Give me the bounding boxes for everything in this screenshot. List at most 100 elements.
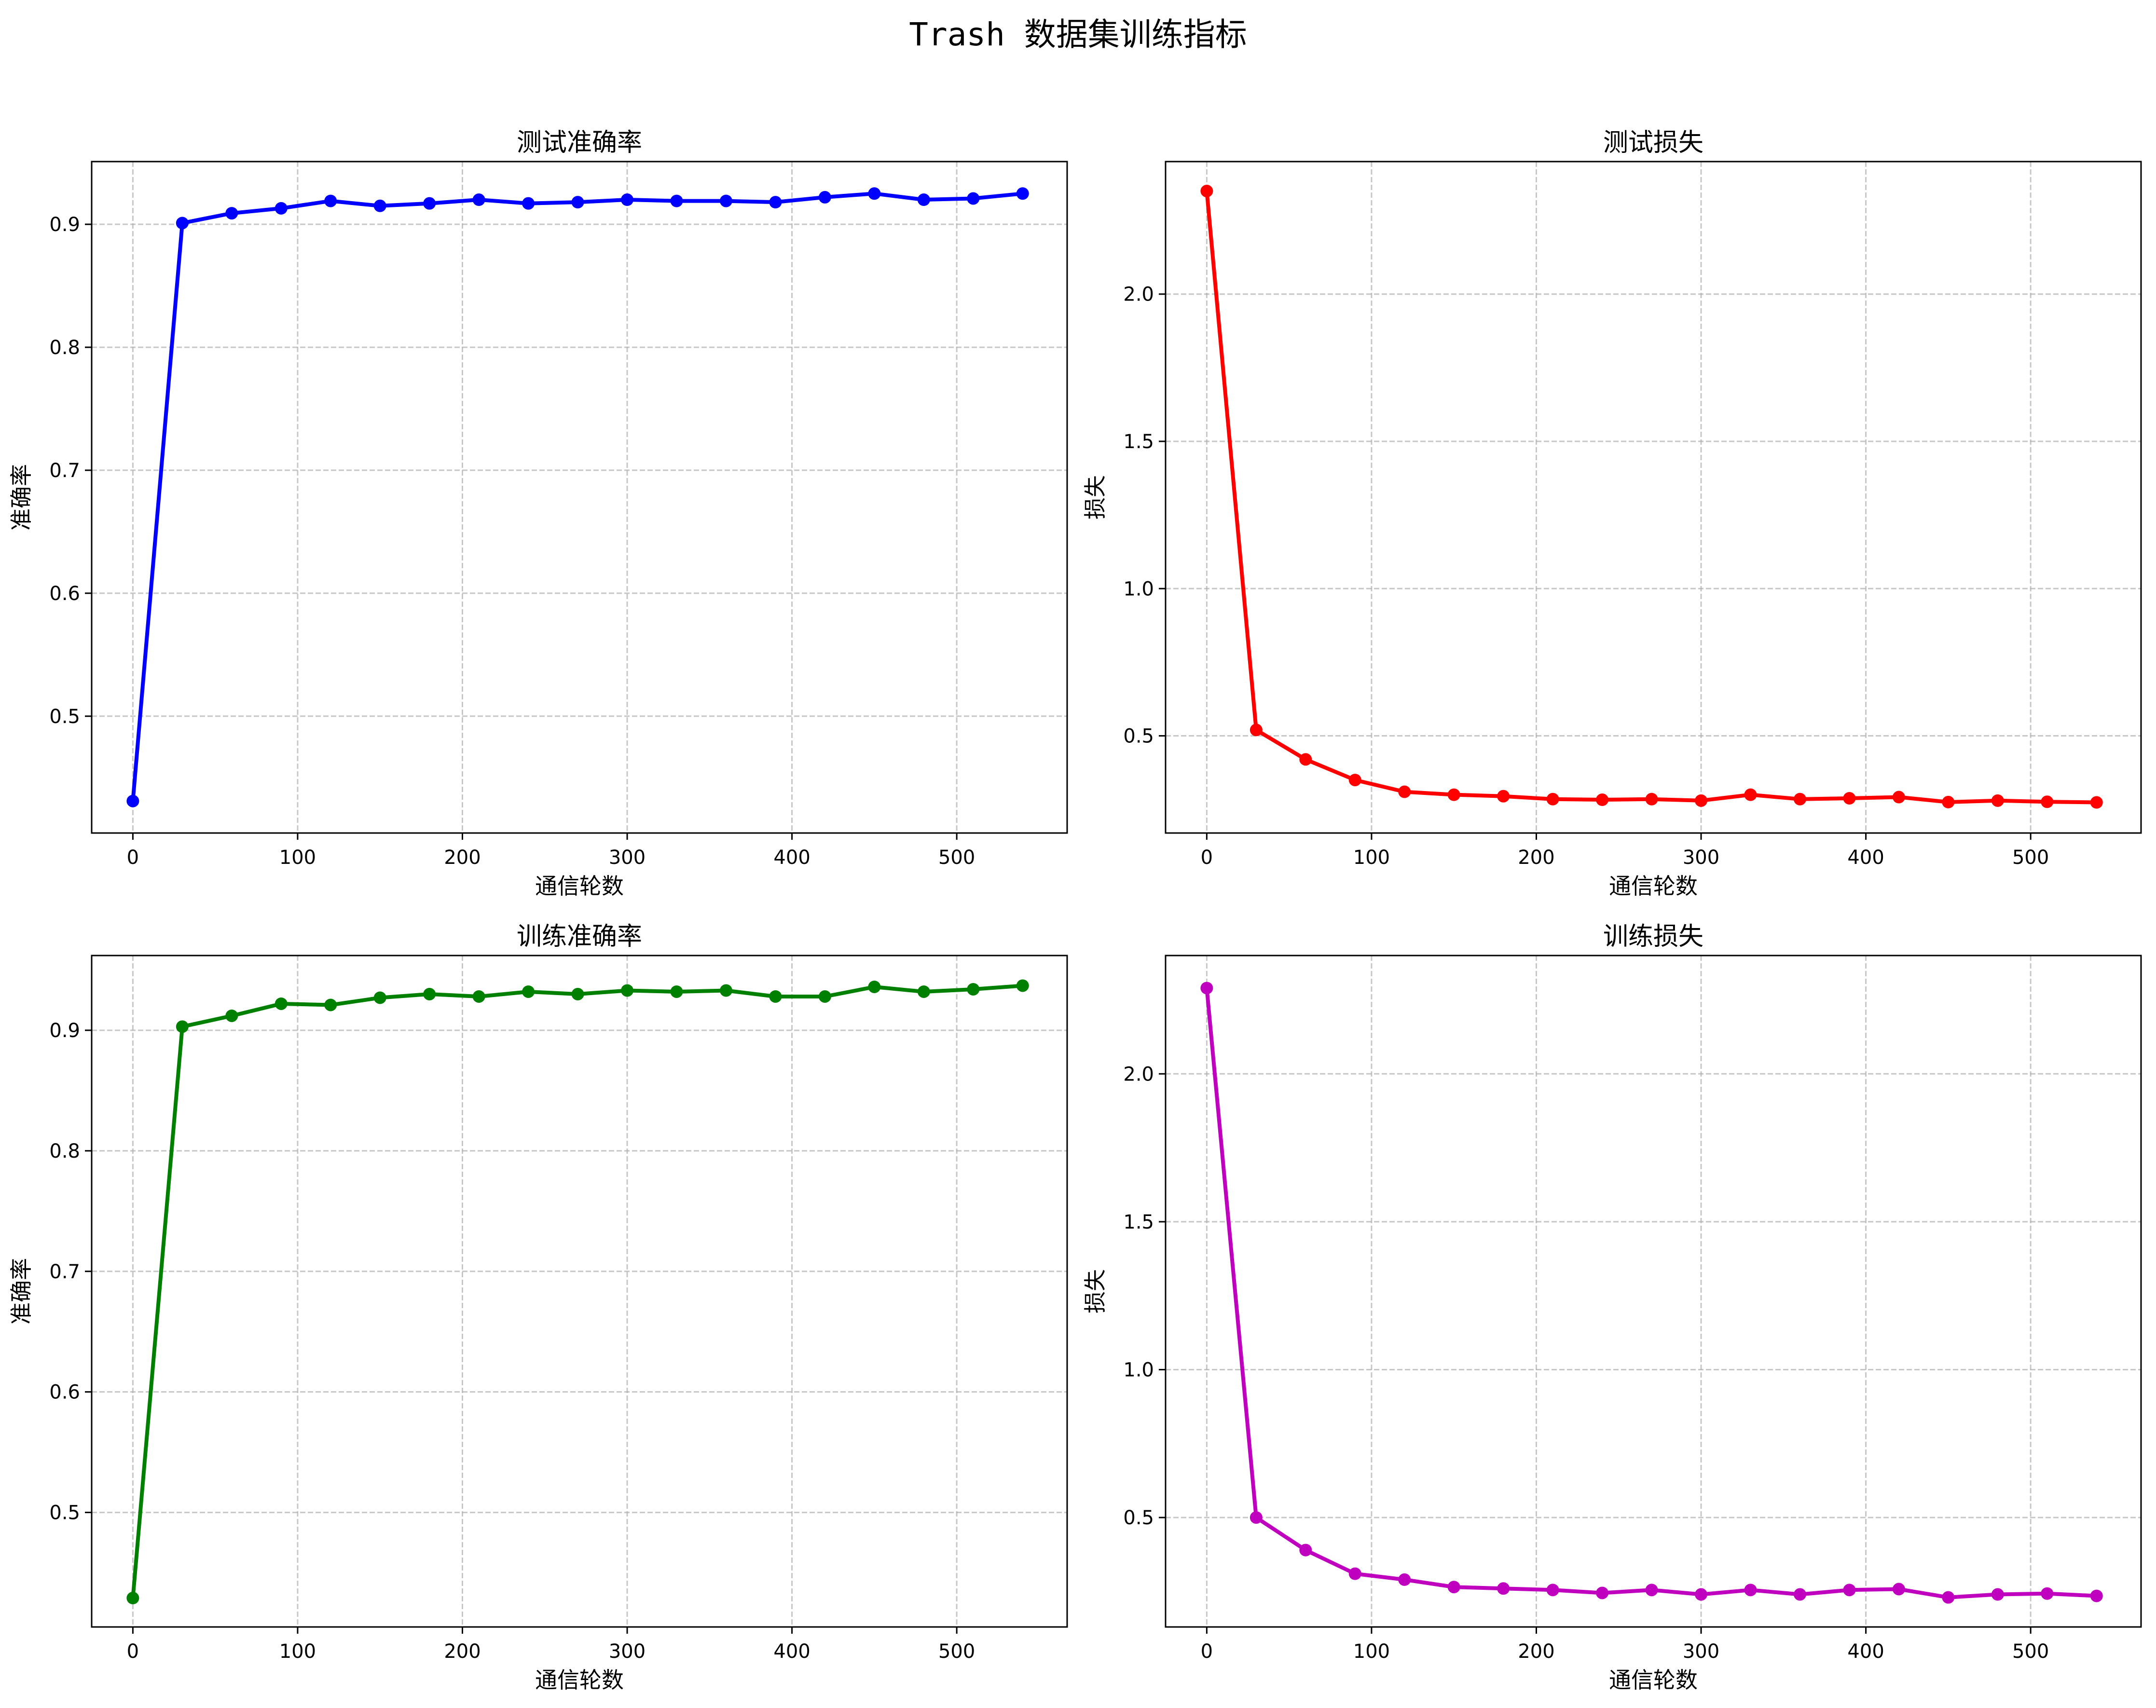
data-point (1645, 1584, 1658, 1597)
y-tick-label: 1.0 (1123, 578, 1154, 600)
y-tick-label: 0.8 (49, 337, 80, 359)
data-point (1942, 1591, 1955, 1604)
data-point (1250, 1511, 1263, 1524)
y-axis-label: 损失 (1082, 475, 1108, 519)
x-tick-label: 500 (938, 847, 975, 869)
data-point (719, 984, 732, 997)
data-point (1200, 982, 1213, 995)
data-point (1991, 1588, 2004, 1601)
data-point (126, 1592, 139, 1605)
x-axis-label: 通信轮数 (1609, 1667, 1698, 1693)
data-point (769, 196, 782, 209)
x-tick-label: 400 (773, 1640, 810, 1663)
data-point (1546, 793, 1559, 806)
subplot-title: 训练损失 (1603, 922, 1703, 951)
x-tick-label: 300 (609, 847, 645, 869)
data-point (670, 194, 683, 207)
data-point (719, 194, 732, 207)
data-point (1447, 788, 1460, 801)
data-point (571, 196, 584, 209)
y-tick-label: 0.5 (1123, 725, 1154, 748)
subplot-title: 测试准确率 (517, 128, 642, 157)
y-tick-label: 1.5 (1123, 431, 1154, 453)
y-tick-label: 0.5 (1123, 1507, 1154, 1529)
y-tick-label: 2.0 (1123, 284, 1154, 306)
x-axis-label: 通信轮数 (1609, 873, 1698, 899)
data-point (225, 207, 238, 220)
axes-frame (1165, 955, 2142, 1628)
data-point (1843, 1584, 1856, 1597)
data-point (868, 980, 881, 993)
x-tick-label: 100 (279, 1640, 316, 1663)
data-point (670, 985, 683, 998)
data-point (967, 983, 980, 996)
x-tick-label: 100 (279, 847, 316, 869)
data-point (2090, 1589, 2103, 1602)
x-tick-label: 200 (1518, 847, 1554, 869)
y-tick-label: 0.7 (49, 460, 80, 482)
data-point (967, 192, 980, 205)
data-point (621, 193, 634, 206)
x-tick-label: 100 (1353, 847, 1390, 869)
data-point (769, 990, 782, 1003)
data-point (1398, 1573, 1411, 1586)
y-tick-label: 0.5 (49, 706, 80, 728)
x-tick-label: 400 (1847, 847, 1884, 869)
data-point (324, 194, 337, 207)
data-point (176, 1020, 189, 1033)
x-tick-label: 400 (1847, 1640, 1884, 1663)
data-point (917, 985, 930, 998)
y-tick-label: 0.5 (49, 1502, 80, 1524)
y-tick-label: 1.5 (1123, 1211, 1154, 1233)
data-point (621, 984, 634, 997)
x-tick-label: 0 (127, 847, 139, 869)
x-axis-label: 通信轮数 (535, 1667, 624, 1693)
data-point (1793, 1588, 1806, 1601)
data-point (1398, 785, 1411, 798)
x-tick-label: 0 (127, 1640, 139, 1663)
x-tick-label: 200 (1518, 1640, 1554, 1663)
data-point (176, 217, 189, 230)
axes-frame (91, 955, 1068, 1628)
data-point (1299, 1544, 1312, 1557)
data-point (818, 191, 831, 204)
subplot-3: 0 100 200 300 400 500 0.5 0.6 0.7 0.8 0.9 训练准确率通信轮数… (8, 922, 1068, 1693)
data-point (818, 990, 831, 1003)
x-tick-label: 500 (938, 1640, 975, 1663)
axes-frame (91, 161, 1068, 834)
x-tick-label: 300 (609, 1640, 645, 1663)
data-point (1016, 979, 1029, 992)
data-point (1744, 1584, 1757, 1597)
y-tick-label: 0.6 (49, 583, 80, 605)
x-tick-label: 400 (773, 847, 810, 869)
data-point (522, 985, 535, 998)
data-point (2041, 795, 2054, 808)
x-tick-label: 0 (1201, 1640, 1213, 1663)
y-tick-label: 0.9 (49, 1020, 80, 1042)
y-axis-label: 准确率 (8, 464, 34, 531)
data-point (1645, 793, 1658, 806)
data-point (275, 997, 288, 1010)
y-tick-label: 0.6 (49, 1381, 80, 1404)
x-tick-label: 500 (2012, 847, 2049, 869)
y-axis-label: 准确率 (8, 1258, 34, 1325)
y-tick-label: 0.9 (49, 214, 80, 236)
data-point (917, 193, 930, 206)
subplot-1: 0 100 200 300 400 500 0.5 0.6 0.7 0.8 0.9 测试准确率通信轮数… (8, 128, 1068, 899)
data-point (1250, 724, 1263, 737)
data-point (1348, 1567, 1361, 1580)
data-point (472, 193, 485, 206)
data-point (1596, 793, 1609, 806)
data-point (1497, 790, 1510, 803)
data-point (1299, 753, 1312, 766)
y-tick-label: 0.7 (49, 1261, 80, 1283)
x-tick-label: 300 (1683, 847, 1719, 869)
data-point (1695, 794, 1708, 807)
data-point (1744, 788, 1757, 801)
data-point (1695, 1588, 1708, 1601)
x-tick-label: 300 (1683, 1640, 1719, 1663)
data-point (1892, 1583, 1905, 1596)
